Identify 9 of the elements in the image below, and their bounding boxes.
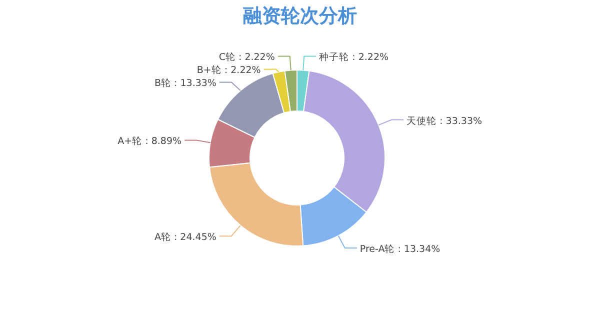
- slice-label: C轮 : 2.22%: [218, 51, 275, 64]
- slice-label: 种子轮 : 2.22%: [319, 51, 389, 64]
- slice-label: A+轮 : 8.89%: [118, 135, 182, 148]
- slice-label: B轮 : 13.33%: [154, 77, 216, 90]
- slice-label: A轮 : 24.45%: [154, 231, 216, 244]
- chart-title: 融资轮次分析: [243, 5, 357, 27]
- slice-label: 天使轮 : 33.33%: [406, 114, 482, 127]
- slice-label: B+轮 : 2.22%: [196, 64, 261, 76]
- slice-label: Pre-A轮 : 13.34%: [360, 243, 440, 256]
